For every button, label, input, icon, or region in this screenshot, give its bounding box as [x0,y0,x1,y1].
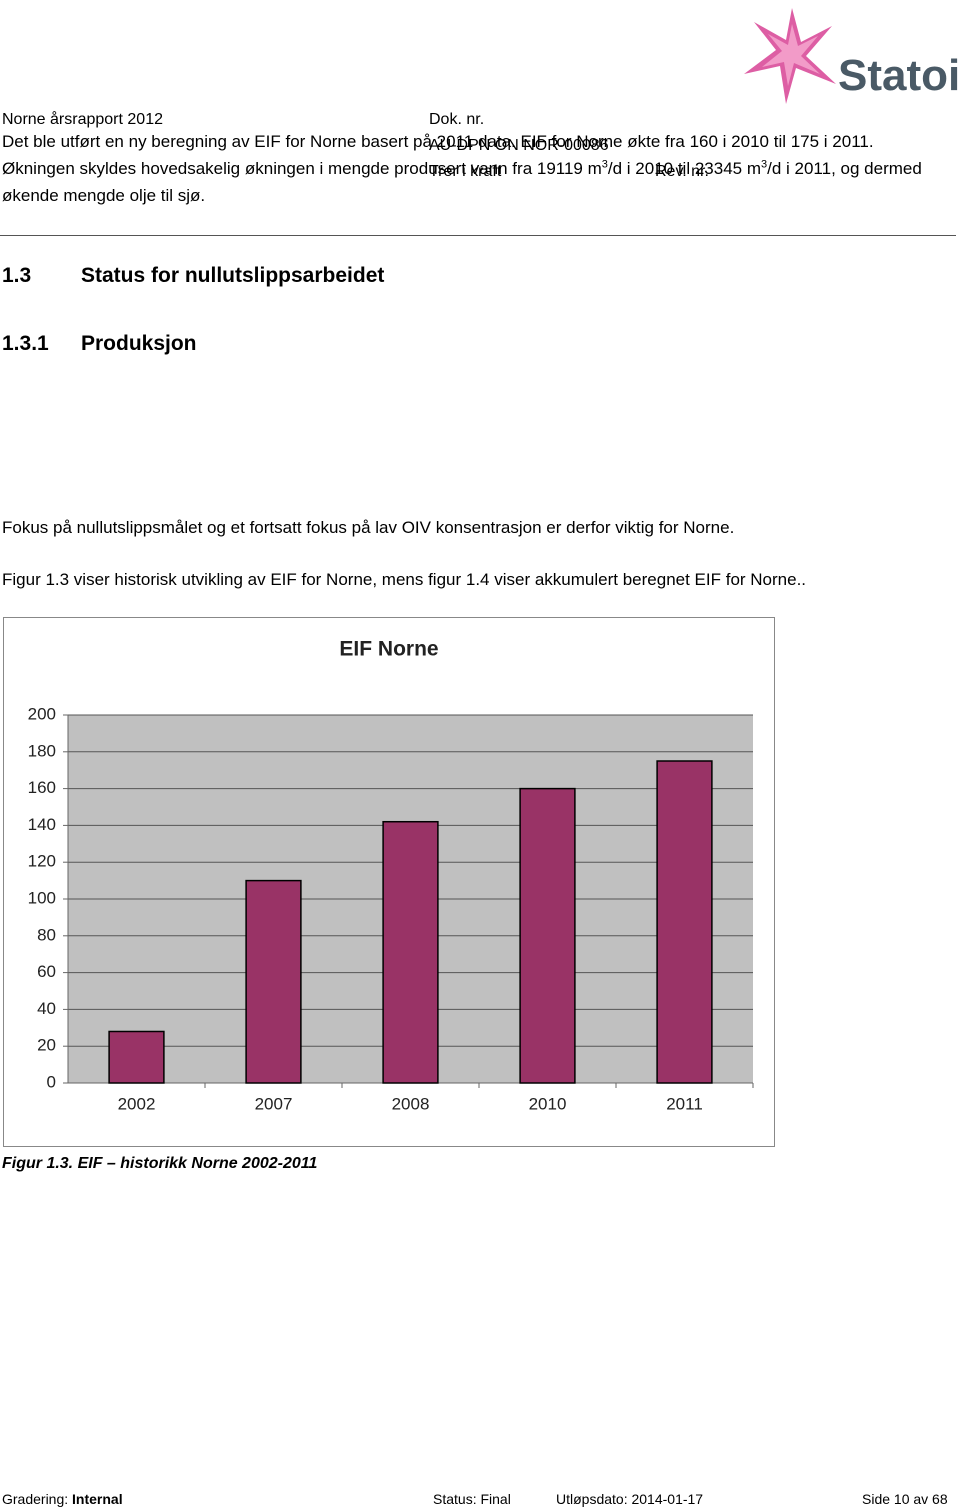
bar [519,787,576,1084]
y-tick-label: 120 [28,852,56,871]
x-tick-label: 2007 [255,1094,293,1113]
superscript: 3 [761,158,768,171]
bar [382,820,439,1084]
y-tick-label: 80 [37,925,56,944]
section-title: Status for nullutslippsarbeidet [81,264,385,287]
subsection-number: 1.3.1 [2,332,49,355]
y-tick-label: 20 [37,1036,56,1055]
text-run: /d i 2010 til 23345 m [607,159,761,178]
page-number: Side 10 av 68 [862,1491,948,1507]
y-tick-label: 40 [37,999,56,1018]
text-run: /d i 2011, og dermed økende mengde olje … [2,159,922,205]
grading: Gradering: Internal [2,1491,123,1507]
superscript: 3 [601,158,608,171]
paragraph: Figur 1.3 viser historisk utvikling av E… [2,570,807,589]
y-tick-label: 0 [47,1072,56,1091]
y-tick-label: 60 [37,962,56,981]
status: Status: Final [433,1491,511,1507]
caption: Figur 1.3. EIF – historikk Norne 2002-20… [2,1155,318,1172]
grading-label: Gradering: [2,1491,69,1507]
y-tick-label: 160 [28,778,56,797]
logo: Statoil [744,8,960,104]
doc-label: Dok. nr. [429,111,485,128]
y-tick-label: 180 [28,741,56,760]
paragraph: Fokus på nullutslippsmålet og et fortsat… [2,518,735,537]
bar [245,879,302,1084]
paragraph: Det ble utført en ny beregning av EIF fo… [2,128,942,209]
bar [656,760,713,1084]
x-tick-label: 2002 [118,1094,156,1113]
expiry: Utløpsdato: 2014-01-17 [556,1491,704,1507]
chart-title: EIF Norne [339,638,438,661]
logo-text: Statoil [838,51,960,100]
y-tick-label: 140 [28,815,56,834]
logo-star [744,8,836,104]
x-tick-label: 2010 [529,1094,567,1113]
bar [108,1030,165,1084]
section-number: 1.3 [2,264,32,287]
x-tick-label: 2011 [666,1094,703,1113]
rev-label: Rev. nr. [655,163,709,180]
x-tick-label: 2008 [392,1094,430,1113]
y-tick-label: 100 [28,888,56,907]
header-rule [0,235,956,236]
chart: EIF Norne 0 20 40 60 80 100 120 140 160 180 200 200… [3,617,775,1147]
doc-title: Norne årsrapport 2012 [2,111,163,128]
grading-value: Internal [72,1491,123,1507]
effective-label: Trer i kraft [429,163,502,180]
y-tick-label: 200 [28,704,56,723]
doc-number: AU-DPN ON NOR-00086 [429,137,609,154]
text-run: Det ble utført en ny beregning av EIF fo… [2,132,874,178]
subsection-title: Produksjon [81,332,197,355]
